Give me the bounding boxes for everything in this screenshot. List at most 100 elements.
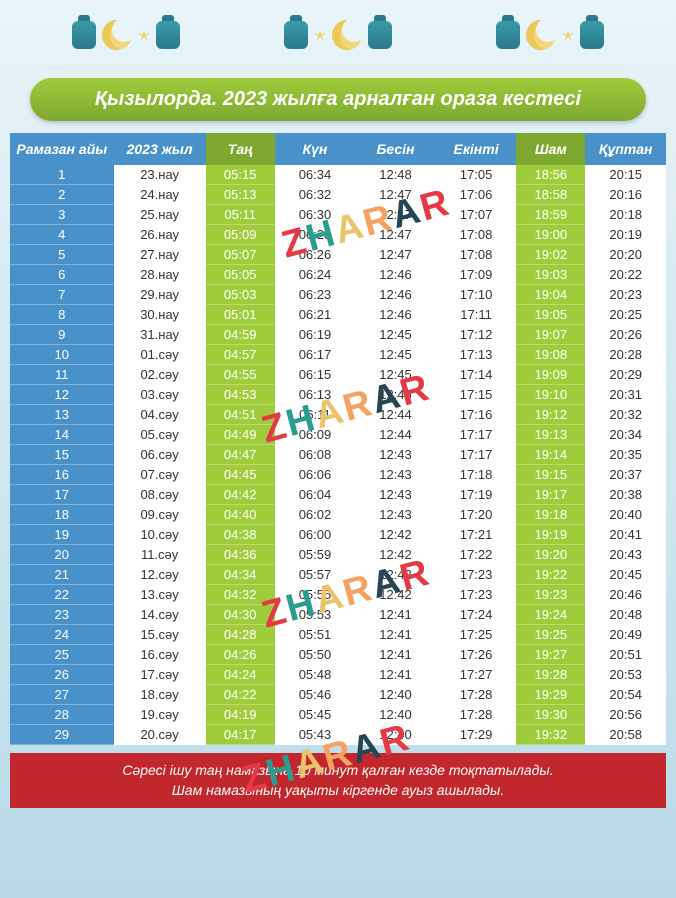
cell-day: 20 — [10, 545, 114, 565]
cell-day: 15 — [10, 445, 114, 465]
cell-kun: 06:00 — [275, 525, 356, 545]
cell-tan: 04:45 — [206, 465, 275, 485]
cell-sham: 19:08 — [516, 345, 585, 365]
deco-group-left: ★ — [72, 15, 181, 55]
cell-sham: 19:24 — [516, 605, 585, 625]
cell-tan: 05:13 — [206, 185, 275, 205]
cell-tan: 04:51 — [206, 405, 275, 425]
cell-day: 2 — [10, 185, 114, 205]
cell-ekinti: 17:28 — [436, 685, 517, 705]
cell-day: 5 — [10, 245, 114, 265]
cell-ekinti: 17:08 — [436, 225, 517, 245]
table-row: 11 02.сәу 04:55 06:15 12:45 17:14 19:09 … — [10, 365, 666, 385]
cell-tan: 05:15 — [206, 165, 275, 185]
cell-quptan: 20:53 — [585, 665, 666, 685]
cell-besin: 12:45 — [355, 385, 436, 405]
cell-sham: 19:20 — [516, 545, 585, 565]
cell-quptan: 20:25 — [585, 305, 666, 325]
header-kun: Күн — [275, 133, 356, 165]
cell-date: 18.сәу — [114, 685, 206, 705]
cell-sham: 19:29 — [516, 685, 585, 705]
cell-sham: 19:27 — [516, 645, 585, 665]
table-row: 9 31.нау 04:59 06:19 12:45 17:12 19:07 2… — [10, 325, 666, 345]
cell-quptan: 20:32 — [585, 405, 666, 425]
cell-kun: 06:23 — [275, 285, 356, 305]
cell-kun: 06:17 — [275, 345, 356, 365]
decorative-header: ★ ★ ★ — [0, 0, 676, 70]
cell-kun: 06:11 — [275, 405, 356, 425]
cell-ekinti: 17:28 — [436, 705, 517, 725]
cell-day: 4 — [10, 225, 114, 245]
moon-icon — [332, 20, 362, 50]
cell-quptan: 20:38 — [585, 485, 666, 505]
cell-date: 10.сәу — [114, 525, 206, 545]
cell-sham: 19:00 — [516, 225, 585, 245]
cell-ekinti: 17:24 — [436, 605, 517, 625]
cell-besin: 12:43 — [355, 505, 436, 525]
cell-tan: 04:22 — [206, 685, 275, 705]
cell-sham: 19:23 — [516, 585, 585, 605]
cell-tan: 04:36 — [206, 545, 275, 565]
cell-kun: 06:09 — [275, 425, 356, 445]
cell-date: 27.нау — [114, 245, 206, 265]
cell-quptan: 20:40 — [585, 505, 666, 525]
cell-date: 26.нау — [114, 225, 206, 245]
cell-day: 25 — [10, 645, 114, 665]
table-row: 25 16.сәу 04:26 05:50 12:41 17:26 19:27 … — [10, 645, 666, 665]
cell-besin: 12:46 — [355, 265, 436, 285]
cell-sham: 18:59 — [516, 205, 585, 225]
cell-ekinti: 17:10 — [436, 285, 517, 305]
cell-day: 17 — [10, 485, 114, 505]
cell-tan: 04:49 — [206, 425, 275, 445]
page-title: Қызылорда. 2023 жылға арналған ораза кес… — [50, 88, 626, 111]
cell-day: 22 — [10, 585, 114, 605]
header-sham: Шам — [516, 133, 585, 165]
cell-date: 12.сәу — [114, 565, 206, 585]
lantern-icon — [580, 15, 604, 55]
cell-day: 3 — [10, 205, 114, 225]
cell-ekinti: 17:16 — [436, 405, 517, 425]
cell-sham: 18:56 — [516, 165, 585, 185]
cell-besin: 12:43 — [355, 445, 436, 465]
cell-date: 20.сәу — [114, 725, 206, 745]
cell-kun: 06:08 — [275, 445, 356, 465]
cell-date: 17.сәу — [114, 665, 206, 685]
cell-day: 28 — [10, 705, 114, 725]
cell-ekinti: 17:13 — [436, 345, 517, 365]
cell-kun: 06:13 — [275, 385, 356, 405]
cell-day: 11 — [10, 365, 114, 385]
table-row: 10 01.сәу 04:57 06:17 12:45 17:13 19:08 … — [10, 345, 666, 365]
cell-quptan: 20:43 — [585, 545, 666, 565]
cell-date: 23.нау — [114, 165, 206, 185]
cell-date: 07.сәу — [114, 465, 206, 485]
table-header-row: Рамазан айы 2023 жыл Таң Күн Бесін Екінт… — [10, 133, 666, 165]
moon-icon — [526, 20, 556, 50]
table-row: 16 07.сәу 04:45 06:06 12:43 17:18 19:15 … — [10, 465, 666, 485]
cell-ekinti: 17:17 — [436, 445, 517, 465]
cell-ekinti: 17:12 — [436, 325, 517, 345]
cell-date: 24.нау — [114, 185, 206, 205]
table-row: 6 28.нау 05:05 06:24 12:46 17:09 19:03 2… — [10, 265, 666, 285]
cell-quptan: 20:31 — [585, 385, 666, 405]
cell-tan: 04:42 — [206, 485, 275, 505]
cell-sham: 19:05 — [516, 305, 585, 325]
header-besin: Бесін — [355, 133, 436, 165]
cell-tan: 05:03 — [206, 285, 275, 305]
cell-tan: 04:40 — [206, 505, 275, 525]
cell-sham: 19:12 — [516, 405, 585, 425]
star-icon: ★ — [138, 27, 151, 44]
cell-besin: 12:44 — [355, 425, 436, 445]
table-row: 17 08.сәу 04:42 06:04 12:43 17:19 19:17 … — [10, 485, 666, 505]
table-row: 21 12.сәу 04:34 05:57 12:42 17:23 19:22 … — [10, 565, 666, 585]
cell-quptan: 20:26 — [585, 325, 666, 345]
table-row: 3 25.нау 05:11 06:30 12:47 17:07 18:59 2… — [10, 205, 666, 225]
cell-ekinti: 17:07 — [436, 205, 517, 225]
cell-day: 16 — [10, 465, 114, 485]
cell-quptan: 20:29 — [585, 365, 666, 385]
cell-besin: 12:46 — [355, 305, 436, 325]
cell-besin: 12:40 — [355, 725, 436, 745]
cell-besin: 12:45 — [355, 345, 436, 365]
cell-date: 02.сәу — [114, 365, 206, 385]
cell-date: 09.сәу — [114, 505, 206, 525]
table-row: 15 06.сәу 04:47 06:08 12:43 17:17 19:14 … — [10, 445, 666, 465]
